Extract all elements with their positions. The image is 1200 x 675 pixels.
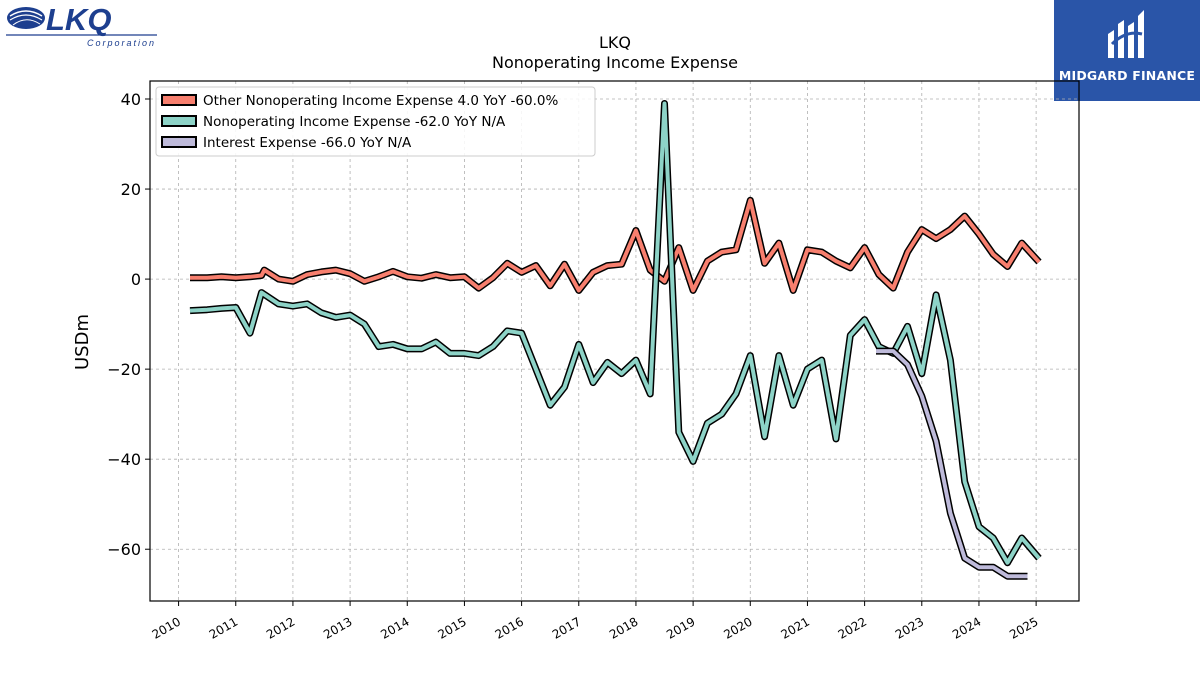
midgard-finance-logo: MIDGARD FINANCE <box>1054 0 1200 101</box>
series-nonoperating-income-expense <box>189 100 1042 567</box>
legend-item-interest-expense: Interest Expense -66.0 YoY N/A <box>161 135 412 151</box>
lkq-wordmark: LKQ <box>46 2 111 37</box>
y-axis-label: USDm <box>72 314 93 370</box>
lkq-corporation: Corporation <box>87 38 156 48</box>
chart-title: LKQ <box>599 33 631 52</box>
x-tick-label: 2020 <box>721 614 754 641</box>
legend: Other Nonoperating Income Expense 4.0 Yo… <box>155 86 596 157</box>
x-tick-label: 2014 <box>378 614 411 641</box>
series-line <box>190 198 1041 293</box>
x-tick-label: 2016 <box>493 614 526 641</box>
y-tick-label: −60 <box>107 540 141 559</box>
x-tick-label: 2012 <box>264 614 297 641</box>
y-tick-label: 0 <box>131 270 141 289</box>
legend-swatch <box>161 136 197 148</box>
legend-swatch <box>161 94 197 106</box>
x-tick-label: 2022 <box>836 614 869 641</box>
legend-box <box>155 86 596 157</box>
lkq-logo: LKQ Corporation <box>6 2 157 48</box>
series-line <box>876 349 1028 579</box>
y-tick-label: −40 <box>107 450 141 469</box>
midgard-finance-name: MIDGARD FINANCE <box>1058 68 1196 83</box>
series-interest-expense <box>876 347 1028 580</box>
legend-label: Interest Expense -66.0 YoY N/A <box>203 135 412 151</box>
legend-label: Nonoperating Income Expense -62.0 YoY N/… <box>203 114 506 130</box>
x-tick-label: 2013 <box>321 614 354 641</box>
x-tick-label: 2021 <box>778 614 811 641</box>
x-tick-label: 2023 <box>893 614 926 641</box>
series-layer <box>189 100 1042 580</box>
grid <box>150 81 1079 601</box>
y-tick-label: 40 <box>121 90 141 109</box>
legend-label: Other Nonoperating Income Expense 4.0 Yo… <box>203 93 558 109</box>
y-tick-label: 20 <box>121 180 141 199</box>
x-tick-label: 2017 <box>550 614 583 641</box>
lkq-globe-icon <box>7 7 45 29</box>
x-tick-label: 2015 <box>435 614 468 641</box>
legend-swatch <box>161 115 197 127</box>
x-tick-label: 2018 <box>607 614 640 641</box>
legend-item-nonoperating-income-expense: Nonoperating Income Expense -62.0 YoY N/… <box>161 114 506 130</box>
midgard-emblem-icon <box>1108 10 1144 58</box>
chart-subtitle: Nonoperating Income Expense <box>492 53 738 72</box>
x-tick-label: 2011 <box>207 614 240 641</box>
x-tick-label: 2010 <box>150 614 183 641</box>
series-outline <box>189 100 1042 567</box>
x-tick-label: 2019 <box>664 614 697 641</box>
x-tick-label: 2024 <box>950 614 983 641</box>
legend-item-other-nonoperating-income-expense: Other Nonoperating Income Expense 4.0 Yo… <box>161 93 558 109</box>
x-tick-label: 2025 <box>1007 614 1040 641</box>
series-other-nonoperating-income-expense <box>190 196 1042 294</box>
y-tick-label: −20 <box>107 360 141 379</box>
plot-frame <box>149 80 1080 602</box>
